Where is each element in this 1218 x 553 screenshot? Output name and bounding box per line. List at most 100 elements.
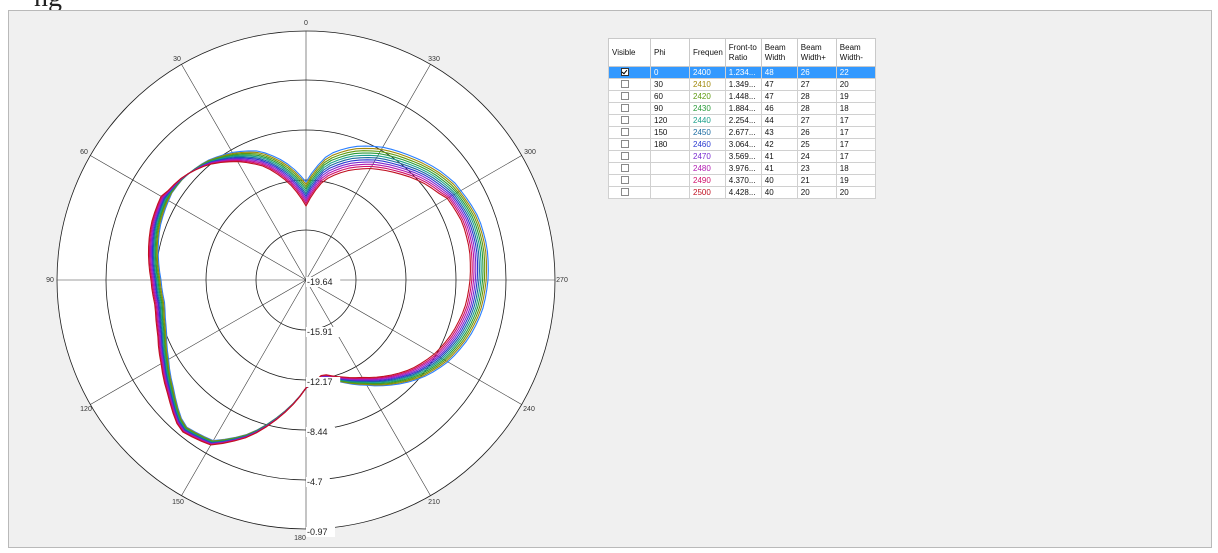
- ring-label-5: -0.97: [307, 527, 328, 537]
- visible-checkbox[interactable]: [621, 92, 629, 101]
- beam-width-minus-cell: 17: [835, 126, 876, 139]
- front-to-back-cell: 1.349...: [724, 78, 762, 91]
- header-beam-width-minus[interactable]: Beam Width-: [835, 38, 876, 67]
- phi-cell: 90: [650, 102, 690, 115]
- beam-width-minus-cell: 18: [835, 162, 876, 175]
- front-to-back-cell: 3.064...: [724, 138, 762, 151]
- beam-width-cell: 47: [760, 90, 798, 103]
- front-to-back-cell: 2.254...: [724, 114, 762, 127]
- beam-width-minus-cell: 20: [835, 78, 876, 91]
- frequency-cell: 2460: [689, 138, 726, 151]
- visible-checkbox[interactable]: [621, 176, 629, 185]
- spoke-120: [305, 279, 522, 405]
- angle-label-300: 300: [524, 149, 536, 156]
- ring-label-bg-0: [306, 277, 341, 287]
- spoke-300: [90, 155, 307, 281]
- phi-cell: 30: [650, 78, 690, 91]
- visible-checkbox[interactable]: [621, 104, 629, 113]
- table-row[interactable]: 30 2410 1.349... 47 27 20: [608, 78, 876, 91]
- beam-width-cell: 48: [760, 66, 798, 79]
- spoke-330: [181, 64, 307, 281]
- front-to-back-cell: 4.428...: [724, 186, 762, 199]
- header-front-to-back[interactable]: Front-to Ratio: [724, 38, 762, 67]
- beam-width-cell: 40: [760, 174, 798, 187]
- angle-label-180: 180: [294, 535, 306, 542]
- table-row[interactable]: 120 2440 2.254... 44 27 17: [608, 114, 876, 127]
- ring-label-4: -4.7: [307, 477, 323, 487]
- table-row[interactable]: 180 2460 3.064... 42 25 17: [608, 138, 876, 151]
- visible-checkbox[interactable]: [621, 128, 629, 137]
- frequency-cell: 2480: [689, 162, 726, 175]
- ring-label-3: -8.44: [307, 427, 328, 437]
- ring-label-0: -19.64: [307, 277, 333, 287]
- clipped-heading-fragment: ng: [34, 0, 62, 10]
- beam-width-cell: 46: [760, 102, 798, 115]
- frequency-table: Visible Phi Frequen Front-to Ratio Beam …: [608, 38, 876, 199]
- visible-cell: [608, 162, 651, 175]
- visible-checkbox[interactable]: [621, 140, 629, 149]
- beam-width-minus-cell: 17: [835, 138, 876, 151]
- beam-width-minus-cell: 19: [835, 90, 876, 103]
- spoke-30: [305, 64, 431, 281]
- beam-width-plus-cell: 20: [796, 186, 837, 199]
- frequency-cell: 2500: [689, 186, 726, 199]
- visible-checkbox[interactable]: [621, 80, 629, 89]
- radiation-traces: [147, 145, 489, 446]
- visible-cell: [608, 102, 651, 115]
- top-strip: ng: [0, 0, 1218, 10]
- angle-label-270: 270: [556, 277, 568, 284]
- frequency-cell: 2400: [689, 66, 726, 79]
- visible-checkbox[interactable]: [621, 188, 629, 197]
- header-beam-width[interactable]: Beam Width: [760, 38, 798, 67]
- beam-width-plus-cell: 28: [796, 90, 837, 103]
- angle-label-150: 150: [172, 499, 184, 506]
- spoke-60: [305, 155, 522, 281]
- phi-cell: [650, 174, 690, 187]
- beam-width-minus-cell: 22: [835, 66, 876, 79]
- beam-width-plus-cell: 27: [796, 78, 837, 91]
- visible-checkbox[interactable]: [621, 68, 629, 77]
- phi-cell: [650, 186, 690, 199]
- header-visible[interactable]: Visible: [608, 38, 651, 67]
- front-to-back-cell: 3.976...: [724, 162, 762, 175]
- visible-checkbox[interactable]: [621, 152, 629, 161]
- beam-width-cell: 44: [760, 114, 798, 127]
- spoke-240: [90, 279, 307, 405]
- header-phi[interactable]: Phi: [650, 38, 690, 67]
- beam-width-plus-cell: 24: [796, 150, 837, 163]
- frequency-cell: 2450: [689, 126, 726, 139]
- table-row[interactable]: 60 2420 1.448... 47 28 19: [608, 90, 876, 103]
- table-row[interactable]: 2500 4.428... 40 20 20: [608, 186, 876, 199]
- visible-checkbox[interactable]: [621, 116, 629, 125]
- table-row[interactable]: 150 2450 2.677... 43 26 17: [608, 126, 876, 139]
- beam-width-plus-cell: 21: [796, 174, 837, 187]
- beam-width-plus-cell: 25: [796, 138, 837, 151]
- header-beam-width-plus[interactable]: Beam Width+: [796, 38, 837, 67]
- frequency-cell: 2420: [689, 90, 726, 103]
- header-frequency[interactable]: Frequen: [689, 38, 726, 67]
- beam-width-minus-cell: 19: [835, 174, 876, 187]
- table-row[interactable]: 0 2400 1.234... 48 26 22: [608, 66, 876, 79]
- table-row[interactable]: 2490 4.370... 40 21 19: [608, 174, 876, 187]
- polar-labels: 0 30 330 60 300 90 270 120 240 150 210 180 -19.64 -15…: [46, 20, 568, 542]
- table-row[interactable]: 90 2430 1.884... 46 28 18: [608, 102, 876, 115]
- visible-cell: [608, 66, 651, 79]
- table-row[interactable]: 2470 3.569... 41 24 17: [608, 150, 876, 163]
- beam-width-plus-cell: 27: [796, 114, 837, 127]
- beam-width-cell: 47: [760, 78, 798, 91]
- trace-2500: [147, 161, 471, 446]
- beam-width-plus-cell: 28: [796, 102, 837, 115]
- table-row[interactable]: 2480 3.976... 41 23 18: [608, 162, 876, 175]
- visible-cell: [608, 114, 651, 127]
- phi-cell: [650, 150, 690, 163]
- phi-cell: [650, 162, 690, 175]
- angle-label-120: 120: [80, 406, 92, 413]
- ring-label-bg-2: [306, 377, 341, 387]
- spoke-210: [181, 279, 307, 496]
- phi-cell: 0: [650, 66, 690, 79]
- beam-width-cell: 42: [760, 138, 798, 151]
- ring-label-bg-1: [306, 327, 341, 337]
- beam-width-plus-cell: 26: [796, 66, 837, 79]
- visible-checkbox[interactable]: [621, 164, 629, 173]
